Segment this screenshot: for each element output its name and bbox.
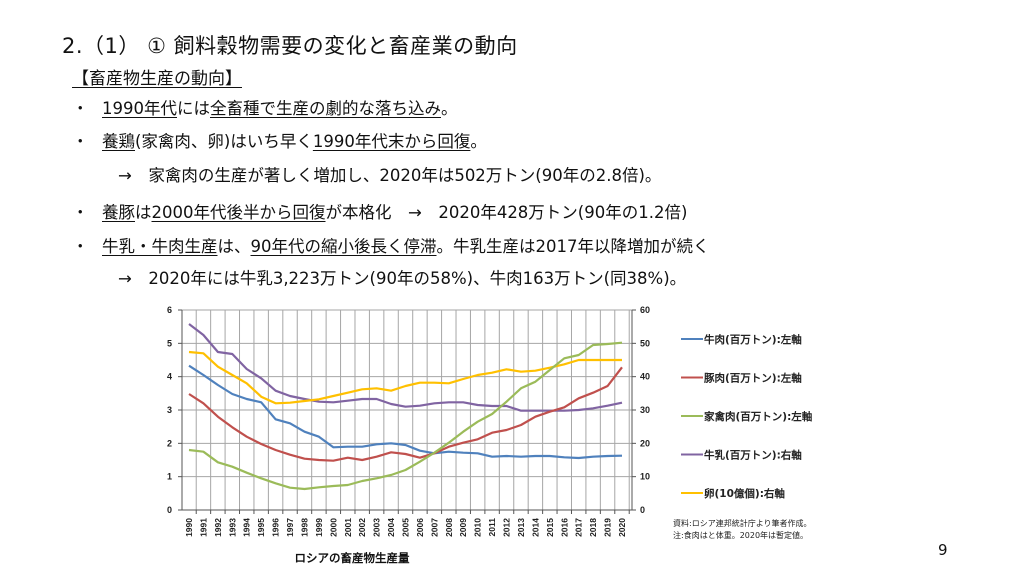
chart-title: ロシアの畜産物生産量 [295, 551, 410, 565]
x-tick-label: 1992 [213, 518, 223, 537]
bullet-marker: ・ [72, 132, 89, 151]
y-tick-label-left: 5 [167, 338, 172, 348]
legend-label: 家禽肉(百万トン):左軸 [704, 410, 812, 423]
bullet-marker: ・ [72, 203, 89, 222]
section-heading: 【畜産物生産の動向】 [72, 69, 242, 89]
x-tick-label: 2005 [401, 518, 411, 537]
y-tick-label-left: 4 [167, 372, 172, 382]
y-tick-label-right: 20 [640, 438, 650, 448]
series-line-0 [188, 364, 623, 460]
chart-axes: 0 0 1 10 2 20 3 30 4 40 5 50 6 60 1990 1991 1992 1993 1994… [167, 305, 650, 537]
y-tick-label-right: 40 [640, 372, 650, 382]
x-tick-label: 1999 [314, 518, 324, 537]
x-tick-label: 2007 [429, 518, 439, 537]
y-tick-label-left: 6 [167, 305, 172, 315]
x-tick-label: 1998 [299, 518, 309, 537]
x-tick-label: 1996 [271, 518, 281, 537]
text: が本格化 → 2020年428万トン(90年の1.2倍) [325, 203, 688, 222]
chart-footnote: 注:食肉はと体重。2020年は暫定値。 [673, 530, 808, 540]
x-tick-label: 2020 [617, 518, 627, 537]
x-tick-label: 2010 [473, 518, 483, 537]
legend-label: 牛肉(百万トン):左軸 [704, 333, 802, 346]
text: 。 [441, 99, 458, 118]
underlined-text: 90年代の縮小後長く停滞 [250, 237, 437, 256]
bullet-subpoint: → 2020年には牛乳3,223万トン(90年の58%)、牛肉163万トン(同3… [118, 269, 687, 288]
bullet-item: ・ 1990年代には全畜種で生産の劇的な落ち込み。 [72, 95, 458, 119]
x-tick-label: 2003 [372, 518, 382, 537]
x-tick-label: 2006 [415, 518, 425, 537]
bullet-item: ・牛乳・牛肉生産は、90年代の縮小後長く停滞。牛乳生産は2017年以降増加が続く [72, 233, 710, 257]
legend-label: 豚肉(百万トン):左軸 [704, 372, 802, 385]
x-tick-label: 2011 [487, 518, 497, 537]
x-tick-label: 1991 [198, 518, 208, 537]
legend-label: 牛乳(百万トン):右軸 [704, 449, 802, 462]
y-tick-label-left: 1 [167, 472, 172, 482]
chart-source-note: 資料:ロシア連邦統計庁より筆者作成。 [673, 518, 812, 528]
x-tick-label: 2013 [516, 518, 526, 537]
y-tick-label-left: 2 [167, 438, 172, 448]
x-tick-label: 2018 [588, 518, 598, 537]
series-line-1 [188, 366, 623, 462]
chart-legend: 牛肉(百万トン):左軸豚肉(百万トン):左軸家禽肉(百万トン):左軸牛乳(百万ト… [681, 333, 812, 500]
x-tick-label: 2012 [502, 518, 512, 537]
y-tick-label-right: 10 [640, 472, 650, 482]
chart-grid [182, 309, 632, 510]
underlined-text: 1990年代末から回復 [312, 132, 471, 151]
x-tick-label: 2000 [328, 518, 338, 537]
x-tick-label: 2008 [444, 518, 454, 537]
underlined-text: 養鶏 [102, 132, 135, 151]
series-line-2 [188, 341, 623, 491]
y-tick-label-right: 50 [640, 338, 650, 348]
x-tick-label: 1997 [285, 518, 295, 537]
y-tick-label-left: 0 [167, 505, 172, 515]
text: (家禽肉、卵)はいち早く [135, 132, 313, 151]
x-tick-label: 2004 [386, 518, 396, 537]
y-tick-label-right: 30 [640, 405, 650, 415]
text: は、 [217, 237, 251, 256]
x-tick-label: 1994 [242, 518, 252, 537]
x-tick-label: 2014 [530, 518, 540, 537]
underlined-text: 牛乳・牛肉生産 [102, 237, 218, 256]
x-tick-label: 2016 [559, 518, 569, 537]
x-tick-label: 2019 [603, 518, 613, 537]
y-tick-label-right: 0 [640, 505, 645, 515]
text: 。 [470, 132, 487, 151]
bullet-subpoint: → 家禽肉の生産が著しく増加し、2020年は502万トン(90年の2.8倍)。 [118, 166, 662, 185]
legend-label: 卵(10億個):右軸 [704, 487, 785, 500]
page-title: 2.（1） ① 飼料穀物需要の変化と畜産業の動向 [62, 34, 518, 58]
x-tick-label: 2009 [458, 518, 468, 537]
bullet-marker: ・ [72, 99, 89, 118]
underlined-text: 全畜種で生産の劇的な落ち込み [210, 99, 441, 118]
chart-lines [188, 323, 623, 491]
x-tick-label: 1990 [184, 518, 194, 537]
underlined-text: 2000年代後半から回復 [151, 203, 326, 222]
bullet-marker: ・ [72, 237, 89, 256]
x-tick-label: 2017 [574, 518, 584, 537]
series-line-4 [188, 350, 622, 405]
text: には [177, 99, 210, 118]
x-tick-label: 2001 [343, 518, 353, 537]
bullet-item: ・養鶏(家禽肉、卵)はいち早く1990年代末から回復。 [72, 128, 487, 152]
x-tick-label: 2002 [357, 518, 367, 537]
underlined-text: 養豚 [102, 203, 135, 222]
y-tick-label-right: 60 [640, 305, 650, 315]
y-tick-label-left: 3 [167, 405, 172, 415]
x-tick-label: 1995 [256, 518, 266, 537]
text: 。牛乳生産は2017年以降増加が続く [436, 237, 710, 256]
underlined-text: 1990年代 [102, 99, 177, 118]
bullet-item: ・養豚は2000年代後半から回復が本格化 → 2020年428万トン(90年の1… [72, 199, 687, 223]
x-tick-label: 2015 [545, 518, 555, 537]
text: は [135, 203, 152, 222]
x-tick-label: 1993 [227, 518, 237, 537]
page-number: 9 [938, 541, 948, 559]
